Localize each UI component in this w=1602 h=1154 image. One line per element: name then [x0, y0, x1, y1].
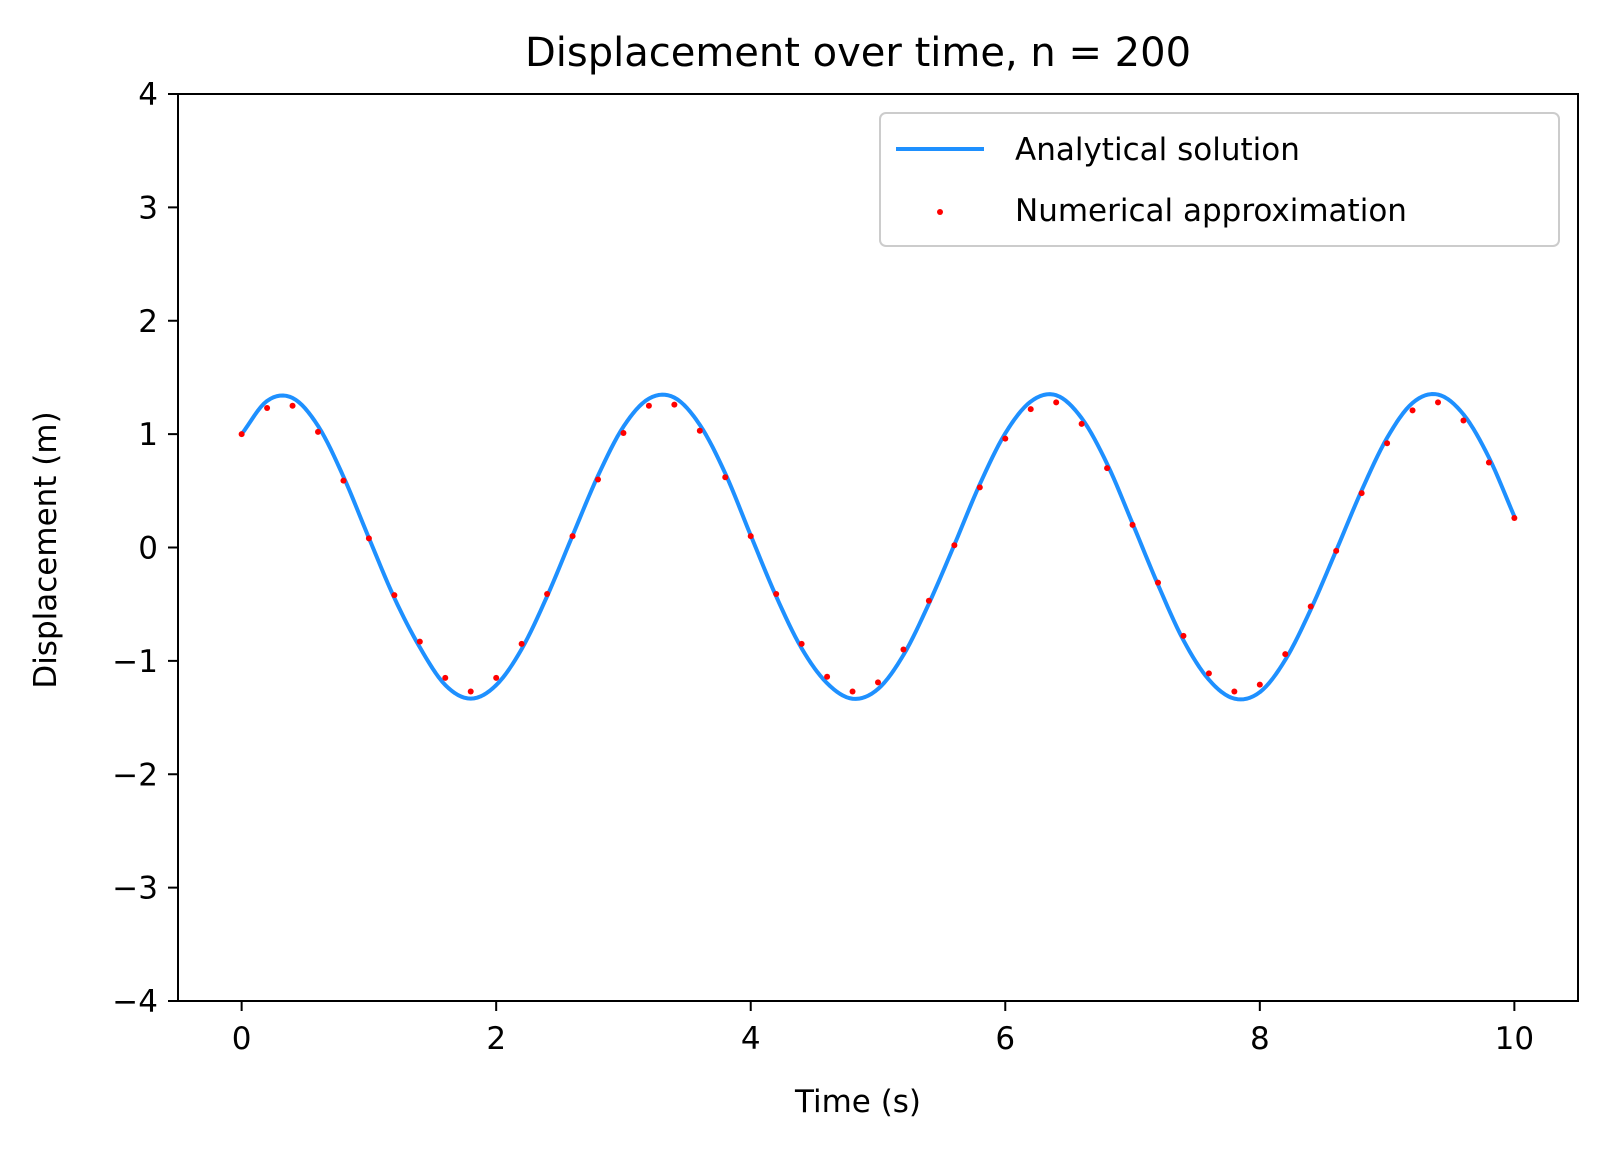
- data-point: [1231, 688, 1238, 695]
- data-point: [1307, 603, 1314, 610]
- data-point: [1053, 399, 1060, 406]
- data-point: [1256, 681, 1263, 688]
- data-point: [467, 688, 474, 695]
- x-tick-label: 0: [232, 1021, 252, 1057]
- plot-area: 0 2 4 6 8 10 −4 −3 −2 −1 0 1 2 3 4: [112, 77, 1579, 1057]
- y-tick-label: 2: [138, 304, 158, 340]
- data-point: [365, 535, 372, 542]
- y-tick-label: 0: [138, 531, 158, 567]
- data-point: [696, 427, 703, 434]
- legend-label-analytical: Analytical solution: [1015, 132, 1300, 168]
- y-axis-label: Displacement (m): [28, 411, 64, 688]
- legend-swatch-numerical: [937, 209, 943, 215]
- data-point: [849, 688, 856, 695]
- data-point: [264, 405, 271, 412]
- series-line-0: [240, 392, 1517, 702]
- data-point: [900, 646, 907, 653]
- y-tick-label: −1: [112, 644, 158, 680]
- data-point: [1333, 547, 1340, 554]
- data-point: [340, 477, 347, 484]
- data-point: [798, 640, 805, 647]
- data-point: [238, 431, 245, 438]
- y-tick-label: −4: [112, 984, 158, 1020]
- data-point: [1409, 407, 1416, 414]
- data-point: [1104, 465, 1111, 472]
- data-point: [1027, 406, 1034, 413]
- x-tick-label: 6: [995, 1021, 1015, 1057]
- data-point: [773, 590, 780, 597]
- series-layer: [238, 392, 1518, 702]
- data-point: [1384, 440, 1391, 447]
- data-point: [722, 474, 729, 481]
- y-tick-label: −3: [112, 871, 158, 907]
- y-tick-label: 3: [138, 190, 158, 226]
- legend-box: [879, 112, 1560, 247]
- y-tick-label: 4: [138, 77, 158, 113]
- x-tick-label: 8: [1250, 1021, 1270, 1057]
- data-point: [925, 597, 932, 604]
- data-point: [671, 401, 678, 408]
- data-point: [1078, 420, 1085, 427]
- data-point: [1282, 651, 1289, 658]
- x-tick-label: 10: [1495, 1021, 1534, 1057]
- data-point: [824, 673, 831, 680]
- y-tick-label: −2: [112, 757, 158, 793]
- data-point: [1180, 632, 1187, 639]
- x-ticks: 0 2 4 6 8 10: [232, 1001, 1534, 1057]
- data-point: [1485, 459, 1492, 466]
- data-point: [1155, 579, 1161, 586]
- y-ticks: −4 −3 −2 −1 0 1 2 3 4: [112, 77, 178, 1020]
- data-point: [493, 674, 500, 681]
- data-point: [875, 679, 881, 686]
- data-point: [747, 533, 754, 540]
- legend: Analytical solution Numerical approximat…: [879, 112, 1560, 247]
- x-tick-label: 4: [741, 1021, 761, 1057]
- data-point: [518, 640, 525, 647]
- data-point: [289, 402, 296, 409]
- data-point: [976, 484, 983, 491]
- legend-label-numerical: Numerical approximation: [1015, 193, 1407, 229]
- data-point: [544, 590, 551, 597]
- y-tick-label: 1: [138, 417, 158, 453]
- data-point: [391, 592, 398, 599]
- data-point: [1002, 435, 1009, 442]
- data-point: [620, 429, 627, 436]
- data-point: [416, 638, 423, 645]
- data-point: [1205, 670, 1212, 677]
- data-point: [595, 476, 601, 483]
- data-point: [442, 674, 449, 681]
- data-point: [645, 402, 652, 409]
- data-point: [1460, 417, 1467, 424]
- data-point: [951, 542, 958, 549]
- x-axis-label: Time (s): [794, 1084, 921, 1120]
- data-point: [569, 533, 576, 540]
- data-point: [1358, 490, 1365, 497]
- data-point: [1129, 521, 1136, 528]
- data-point: [1435, 399, 1441, 406]
- chart-title: Displacement over time, n = 200: [525, 30, 1191, 76]
- data-point: [1511, 515, 1518, 522]
- data-point: [315, 428, 321, 435]
- x-tick-label: 2: [486, 1021, 506, 1057]
